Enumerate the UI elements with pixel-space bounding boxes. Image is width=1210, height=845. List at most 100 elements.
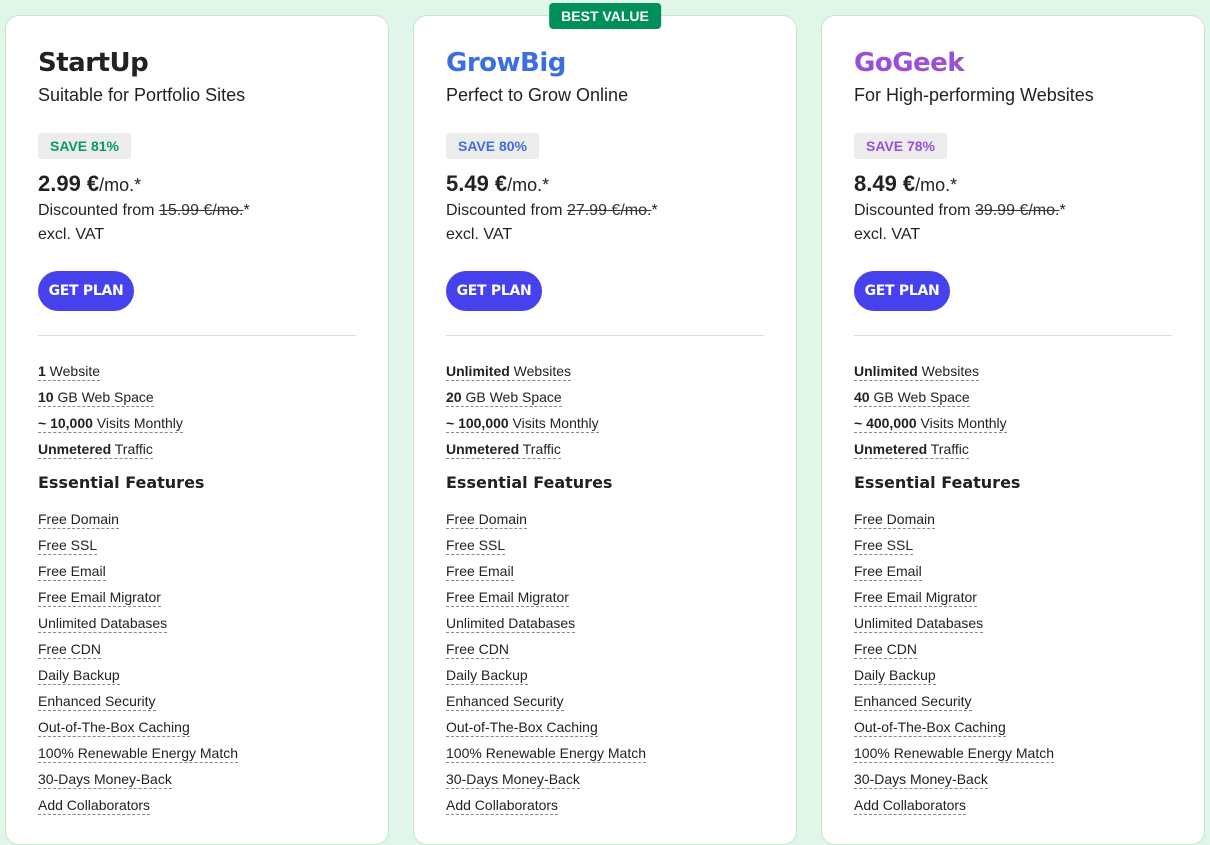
plan-subtitle: Perfect to Grow Online	[446, 85, 629, 105]
save-badge: SAVE 81%	[38, 133, 131, 159]
feature-item[interactable]: 30-Days Money-Back	[446, 769, 646, 795]
feature-item[interactable]: Enhanced Security	[38, 691, 238, 717]
feature-item[interactable]: Free Domain	[446, 509, 646, 535]
plan-subtitle: Suitable for Portfolio Sites	[38, 85, 246, 105]
spec-item[interactable]: Unlimited Websites	[446, 361, 599, 387]
feature-item[interactable]: Free Domain	[854, 509, 1054, 535]
best-value-badge: BEST VALUE	[549, 3, 661, 29]
price-amount: 8.49 €	[854, 171, 916, 196]
spec-value: ~ 400,000	[854, 415, 917, 431]
plan-subtitle: For High-performing Websites	[854, 85, 1094, 105]
feature-item[interactable]: Free Domain	[38, 509, 238, 535]
feature-item[interactable]: Free CDN	[854, 639, 1054, 665]
spec-item[interactable]: ~ 100,000 Visits Monthly	[446, 413, 599, 439]
spec-value: 10	[38, 389, 54, 405]
plan-card-gogeek: GoGeek For High-performing Websites SAVE…	[821, 15, 1205, 845]
spec-item[interactable]: 1 Website	[38, 361, 183, 387]
feature-item[interactable]: Enhanced Security	[446, 691, 646, 717]
feature-label: 30-Days Money-Back	[854, 771, 988, 789]
feature-item[interactable]: Free Email	[446, 561, 646, 587]
feature-label: 100% Renewable Energy Match	[38, 745, 239, 763]
old-price: 27.99 €/mo.	[566, 202, 652, 219]
feature-item[interactable]: Free Email Migrator	[446, 587, 646, 613]
spec-item[interactable]: Unmetered Traffic	[854, 439, 1007, 465]
essential-features-heading: Essential Features	[446, 473, 613, 492]
feature-item[interactable]: Out-of-The-Box Caching	[446, 717, 646, 743]
feature-item[interactable]: Free Email Migrator	[854, 587, 1054, 613]
spec-item[interactable]: Unmetered Traffic	[38, 439, 183, 465]
feature-item[interactable]: Add Collaborators	[38, 795, 238, 821]
feature-label: Free Email Migrator	[854, 589, 977, 607]
feature-item[interactable]: Unlimited Databases	[446, 613, 646, 639]
feature-item[interactable]: Daily Backup	[446, 665, 646, 691]
get-plan-button[interactable]: GET PLAN	[854, 271, 950, 311]
plan-specs: 1 Website 10 GB Web Space ~ 10,000 Visits …	[38, 361, 183, 465]
feature-label: 30-Days Money-Back	[38, 771, 172, 789]
feature-label: Daily Backup	[38, 667, 120, 685]
feature-item[interactable]: Free CDN	[446, 639, 646, 665]
essential-features-heading: Essential Features	[38, 473, 205, 492]
spec-item[interactable]: 20 GB Web Space	[446, 387, 599, 413]
spec-label: GB Web Space	[869, 389, 970, 405]
feature-label: Enhanced Security	[854, 693, 972, 711]
feature-item[interactable]: 100% Renewable Energy Match	[446, 743, 647, 769]
feature-item[interactable]: Free Email	[38, 561, 238, 587]
feature-item[interactable]: 30-Days Money-Back	[38, 769, 238, 795]
spec-value: ~ 100,000	[446, 415, 509, 431]
feature-item[interactable]: Out-of-The-Box Caching	[854, 717, 1054, 743]
feature-item[interactable]: 30-Days Money-Back	[854, 769, 1054, 795]
feature-label: Free CDN	[38, 641, 102, 659]
spec-item[interactable]: 10 GB Web Space	[38, 387, 183, 413]
spec-value: Unlimited	[854, 363, 918, 379]
feature-item[interactable]: Unlimited Databases	[854, 613, 1054, 639]
old-price-suffix: *	[243, 202, 250, 219]
feature-item[interactable]: Free SSL	[446, 535, 646, 561]
spec-item[interactable]: 40 GB Web Space	[854, 387, 1007, 413]
feature-label: Free Domain	[854, 511, 935, 529]
save-badge: SAVE 78%	[854, 133, 947, 159]
feature-item[interactable]: 100% Renewable Energy Match	[854, 743, 1055, 769]
feature-item[interactable]: Free CDN	[38, 639, 238, 665]
feature-item[interactable]: Free Email Migrator	[38, 587, 238, 613]
spec-item[interactable]: ~ 10,000 Visits Monthly	[38, 413, 183, 439]
feature-item[interactable]: Unlimited Databases	[38, 613, 238, 639]
feature-item[interactable]: Out-of-The-Box Caching	[38, 717, 238, 743]
feature-item[interactable]: Daily Backup	[38, 665, 238, 691]
spec-value: Unmetered	[38, 441, 112, 457]
spec-label: Traffic	[111, 441, 153, 457]
vat-note: excl. VAT	[38, 226, 105, 243]
feature-label: Add Collaborators	[446, 797, 559, 815]
feature-list: Free Domain Free SSL Free Email Free Email …	[854, 509, 1055, 821]
feature-label: Enhanced Security	[446, 693, 564, 711]
feature-item[interactable]: Add Collaborators	[854, 795, 1054, 821]
plan-price: 2.99 €/mo.*	[38, 171, 141, 197]
plan-name: GoGeek	[854, 48, 965, 78]
spec-item[interactable]: Unlimited Websites	[854, 361, 1007, 387]
price-period: /mo.*	[507, 175, 550, 195]
feature-item[interactable]: Free SSL	[38, 535, 238, 561]
plan-price: 5.49 €/mo.*	[446, 171, 549, 197]
feature-label: Unlimited Databases	[446, 615, 576, 633]
feature-label: Add Collaborators	[854, 797, 967, 815]
spec-item[interactable]: ~ 400,000 Visits Monthly	[854, 413, 1007, 439]
vat-note: excl. VAT	[854, 226, 921, 243]
plan-card-growbig: BEST VALUE GrowBig Perfect to Grow Onlin…	[413, 3, 797, 845]
spec-label: Websites	[917, 363, 979, 379]
feature-item[interactable]: Free Email	[854, 561, 1054, 587]
get-plan-button[interactable]: GET PLAN	[38, 271, 134, 311]
feature-label: Out-of-The-Box Caching	[854, 719, 1006, 737]
feature-label: 100% Renewable Energy Match	[446, 745, 647, 763]
feature-item[interactable]: Add Collaborators	[446, 795, 646, 821]
discount-text: Discounted from 39.99 €/mo.*	[854, 202, 1066, 220]
spec-item[interactable]: Unmetered Traffic	[446, 439, 599, 465]
get-plan-button[interactable]: GET PLAN	[446, 271, 542, 311]
feature-label: Free SSL	[38, 537, 98, 555]
old-price: 39.99 €/mo.	[974, 202, 1060, 219]
spec-label: Websites	[509, 363, 571, 379]
feature-item[interactable]: Enhanced Security	[854, 691, 1054, 717]
feature-item[interactable]: Daily Backup	[854, 665, 1054, 691]
feature-label: Out-of-The-Box Caching	[446, 719, 598, 737]
feature-label: 30-Days Money-Back	[446, 771, 580, 789]
feature-item[interactable]: 100% Renewable Energy Match	[38, 743, 239, 769]
feature-item[interactable]: Free SSL	[854, 535, 1054, 561]
